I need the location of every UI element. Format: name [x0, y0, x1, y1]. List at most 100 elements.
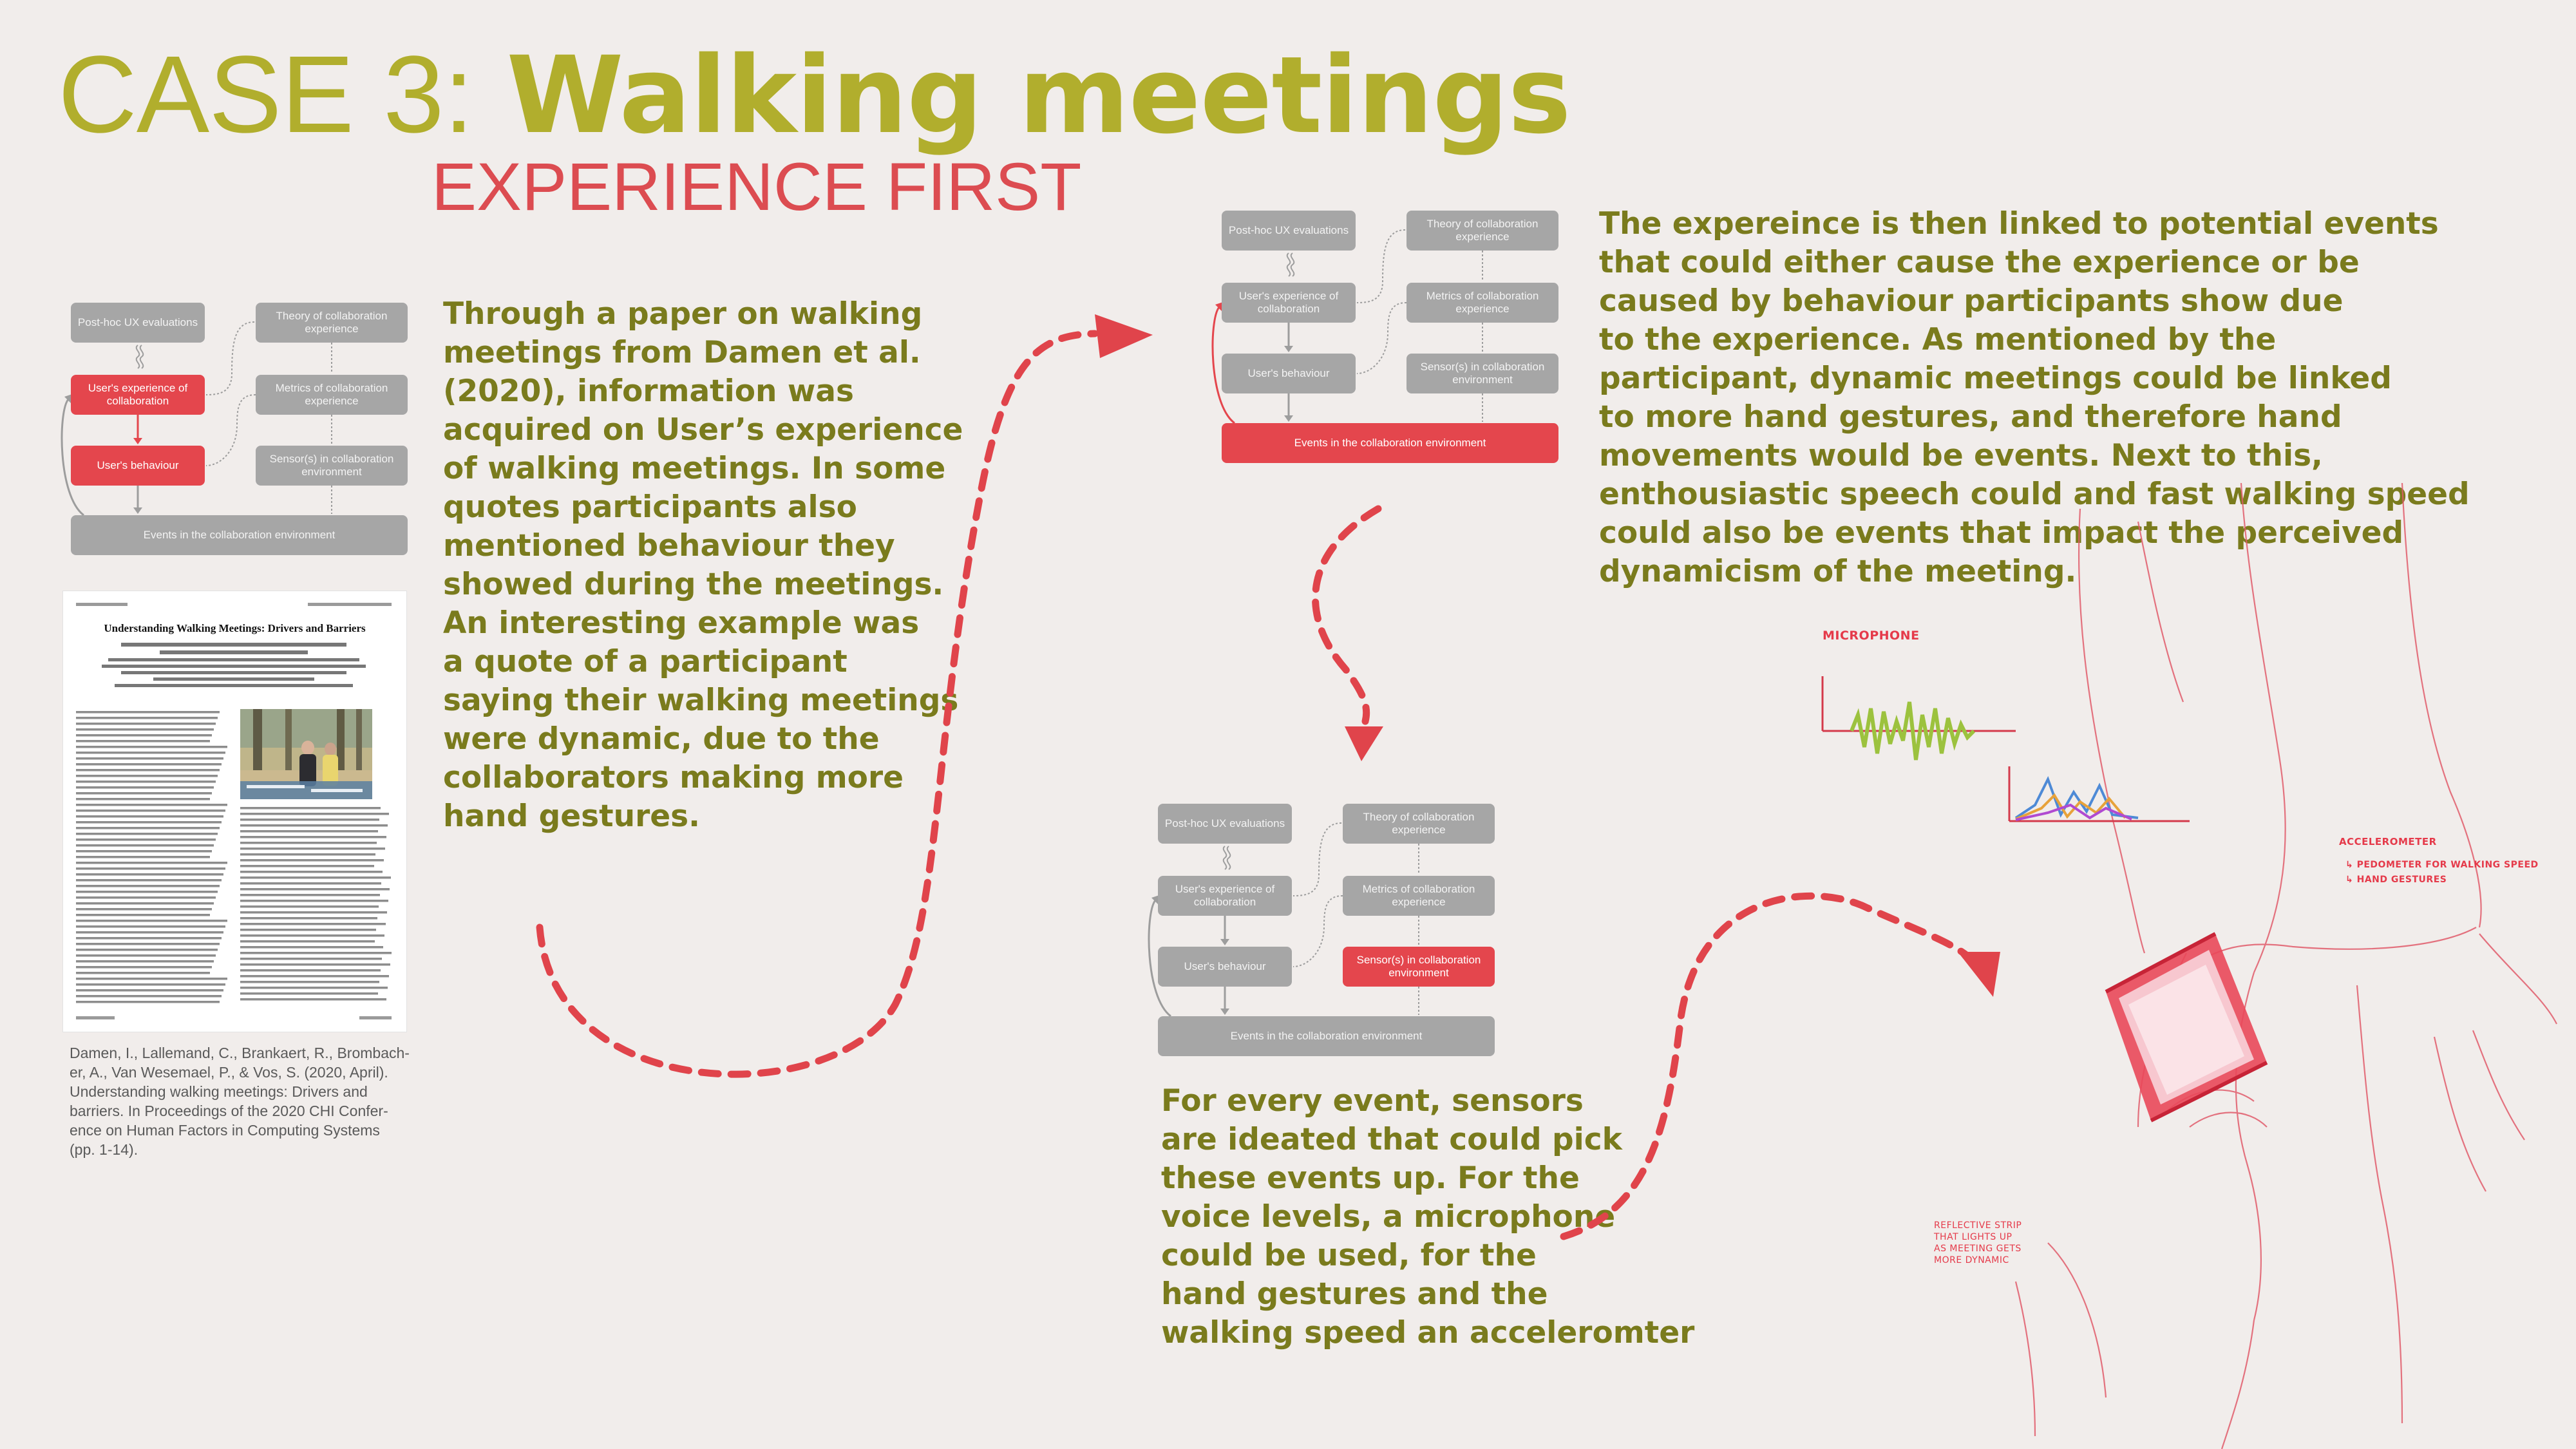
- box-user-behaviour: User's behaviour: [1222, 354, 1356, 393]
- box-sensors: Sensor(s) in collaboration environment: [1406, 354, 1558, 393]
- text-line: The expereince is then linked to potenti…: [1599, 206, 2439, 242]
- flow-diagram-2: Post-hoc UX evaluations Theory of collabo…: [1211, 211, 1558, 463]
- arrowhead: [133, 438, 142, 444]
- reflective-wristband: [2105, 932, 2268, 1122]
- wavy-connector: [135, 345, 140, 369]
- diagram-connectors: [1148, 822, 1419, 1018]
- page-subtitle: EXPERIENCE FIRST: [431, 149, 1082, 225]
- citation-line: barriers. In Proceedings of the 2020 CHI…: [70, 1103, 388, 1119]
- text-line: saying their walking meetings: [443, 683, 959, 718]
- dotted-th-ux: [205, 321, 255, 395]
- text-line: collaborators making more: [443, 760, 904, 795]
- text-line: acquired on User’s experience: [443, 412, 963, 448]
- text-line: were dynamic, due to the: [443, 721, 880, 757]
- dotted-th-ux: [1293, 822, 1342, 896]
- note-hand-gestures: ↳ HAND GESTURES: [2345, 875, 2447, 885]
- dotted-th-ux: [1356, 229, 1406, 303]
- citation: Damen, I., Lallemand, C., Brankaert, R.,…: [70, 1043, 417, 1159]
- box-user-experience: User's experience of collaboration: [1158, 876, 1292, 916]
- dotted-me-ub: [205, 394, 256, 466]
- box-metrics: Metrics of collaboration experience: [1343, 876, 1495, 916]
- box-events: Events in the collaboration environment: [1222, 423, 1558, 463]
- text-line: that could either cause the experience o…: [1599, 245, 2360, 280]
- wavy-connector: [1222, 846, 1227, 870]
- note-microphone: MICROPHONE: [1823, 629, 1920, 643]
- note-line: AS MEETING GETS: [1934, 1244, 2022, 1254]
- text-line: are ideated that could pick: [1161, 1122, 1622, 1157]
- page-title: CASE 3: Walking meetings: [58, 40, 1571, 149]
- citation-line: Damen, I., Lallemand, C., Brankaert, R.,…: [70, 1045, 410, 1061]
- note-pedometer: ↳ PEDOMETER FOR WALKING SPEED: [2345, 860, 2539, 870]
- dotted-me-ub: [1293, 895, 1343, 967]
- diagram-connectors: [1211, 229, 1483, 424]
- box-user-experience: User's experience of collaboration: [71, 375, 205, 415]
- flow-diagram-3: Post-hoc UX evaluations Theory of collabo…: [1148, 804, 1495, 1056]
- text-line: to the experience. As mentioned by the: [1599, 322, 2277, 357]
- box-metrics: Metrics of collaboration experience: [1406, 283, 1558, 323]
- arrowhead: [133, 507, 142, 514]
- arrowhead: [1220, 1009, 1229, 1015]
- note-accelerometer: ACCELEROMETER: [2339, 836, 2437, 848]
- arrowhead: [1284, 415, 1293, 422]
- dotted-me-ub: [1356, 302, 1407, 374]
- arrowhead: [1284, 346, 1293, 352]
- note-line: REFLECTIVE STRIP: [1934, 1220, 2022, 1231]
- box-events: Events in the collaboration environment: [1158, 1016, 1495, 1056]
- box-user-experience: User's experience of collaboration: [1222, 283, 1356, 323]
- wavy-connector: [1290, 252, 1295, 277]
- accelerometer-plot: [2008, 766, 2190, 822]
- arrowhead: [64, 394, 72, 403]
- paper-text-lines: [76, 603, 392, 1019]
- text-line: movements would be events. Next to this,: [1599, 438, 2323, 473]
- text-line: participant, dynamic meetings could be l…: [1599, 361, 2392, 396]
- wavy-connector: [139, 345, 144, 369]
- box-user-behaviour: User's behaviour: [71, 446, 205, 486]
- microphone-waveform: [1821, 676, 2016, 761]
- text-line: dynamicism of the meeting.: [1599, 554, 2077, 589]
- box-events: Events in the collaboration environment: [71, 515, 408, 555]
- note-line: MORE DYNAMIC: [1934, 1255, 2009, 1265]
- arrowhead: [1151, 895, 1159, 904]
- citation-line: (pp. 1-14).: [70, 1141, 138, 1158]
- text-line: walking speed an acceleromter: [1161, 1315, 1695, 1350]
- note-reflective-strip: REFLECTIVE STRIP THAT LIGHTS UP AS MEETI…: [1934, 1220, 2022, 1266]
- wavy-connector: [1226, 846, 1231, 870]
- flow-diagram-1: Post-hoc UX evaluations Theory of collabo…: [61, 303, 408, 555]
- text-line: (2020), information was: [443, 374, 854, 409]
- arrowhead: [1215, 302, 1223, 311]
- text-line: a quote of a participant: [443, 644, 848, 679]
- arrowhead: [1220, 939, 1229, 945]
- box-metrics: Metrics of collaboration experience: [256, 375, 408, 415]
- box-theory: Theory of collaboration experience: [1343, 804, 1495, 844]
- arm-sketch: [1821, 483, 2557, 1449]
- text-line: could be used, for the: [1161, 1238, 1537, 1273]
- arrowhead-1: [1095, 314, 1153, 358]
- text-line: hand gestures.: [443, 799, 700, 834]
- box-post-hoc: Post-hoc UX evaluations: [71, 303, 205, 343]
- text-line: meetings from Damen et al.: [443, 335, 921, 370]
- text-line: Through a paper on walking: [443, 296, 923, 332]
- text-line: caused by behaviour participants show du…: [1599, 283, 2344, 319]
- text-line: to more hand gestures, and therefore han…: [1599, 399, 2342, 435]
- diagram-connectors: [61, 321, 332, 516]
- note-line: THAT LIGHTS UP: [1934, 1232, 2012, 1242]
- citation-line: ence on Human Factors in Computing Syste…: [70, 1122, 380, 1139]
- text-line: these events up. For the: [1161, 1160, 1580, 1196]
- text-line: hand gestures and the: [1161, 1276, 1548, 1312]
- paragraph-sensors: For every event, sensors are ideated tha…: [1161, 1082, 1694, 1352]
- citation-line: Understanding walking meetings: Drivers …: [70, 1083, 368, 1100]
- text-line: of walking meetings. In some: [443, 451, 946, 486]
- paragraph-events: The expereince is then linked to potenti…: [1599, 205, 2470, 591]
- paper-title: Understanding Walking Meetings: Drivers …: [104, 622, 366, 634]
- box-theory: Theory of collaboration experience: [1406, 211, 1558, 251]
- paragraph-paper-findings: Through a paper on walking meetings from…: [443, 295, 963, 836]
- text-line: showed during the meetings.: [443, 567, 944, 602]
- arrowhead-2: [1345, 726, 1383, 761]
- loop-ev-ux: [1211, 307, 1235, 424]
- text-line: could also be events that impact the per…: [1599, 515, 2404, 551]
- loop-ev-ux: [1148, 900, 1171, 1018]
- arrow-events-to-sensors: [1312, 505, 1382, 725]
- box-user-behaviour: User's behaviour: [1158, 947, 1292, 987]
- box-post-hoc: Post-hoc UX evaluations: [1158, 804, 1292, 844]
- title-text: Walking meetings: [506, 33, 1571, 157]
